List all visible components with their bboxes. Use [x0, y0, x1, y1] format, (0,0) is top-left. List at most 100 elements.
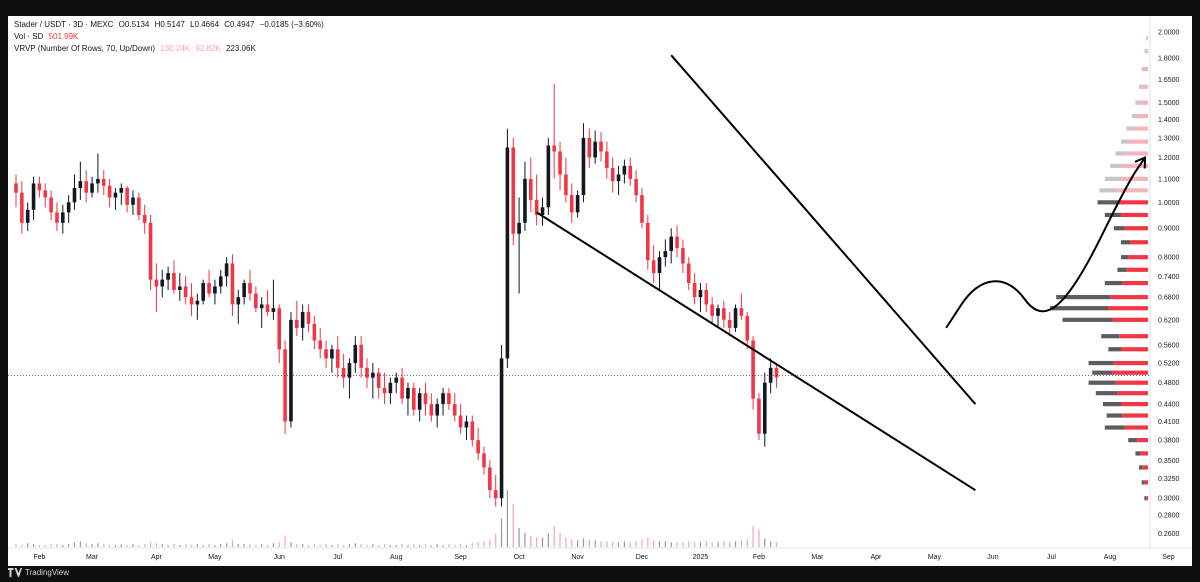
- volume-bar: [284, 535, 286, 547]
- candle-body: [330, 349, 334, 359]
- time-axis[interactable]: Feb Mar Apr May Jun Jul Aug Sep Oct Nov Dec 2025 Feb…: [8, 547, 1192, 561]
- candle-body: [669, 236, 673, 252]
- candle-body: [49, 197, 53, 213]
- volume-indicator-value: 501.99K: [48, 32, 79, 41]
- candle-body: [142, 214, 147, 223]
- vrvp-down-bar: [1110, 295, 1148, 300]
- volume-bar: [237, 544, 239, 547]
- candle-body: [25, 209, 30, 223]
- price-tick-label: 0.2800: [1158, 513, 1180, 520]
- candle: [523, 161, 527, 231]
- candle: [511, 137, 516, 246]
- volume-bar: [348, 544, 351, 547]
- time-tick-label: May: [928, 554, 942, 561]
- volume-bar: [389, 545, 391, 547]
- candle-body: [745, 315, 750, 341]
- candle: [458, 404, 463, 434]
- candle: [400, 367, 404, 405]
- volume-bar: [27, 543, 29, 547]
- ohlc-high: H0.5147: [154, 20, 185, 29]
- candle-body: [31, 183, 36, 210]
- vrvp-up-bar: [1099, 188, 1118, 193]
- volume-profile: [1049, 36, 1148, 501]
- volume-bar: [372, 544, 374, 547]
- tradingview-logo-icon[interactable]: [8, 568, 22, 578]
- candle-body: [733, 308, 738, 328]
- chart-panel[interactable]: 0.494710:52:42 2.0000 1.8000 1.6500 1.5000 1…: [8, 16, 1192, 566]
- brand-name[interactable]: TradingView: [25, 568, 70, 577]
- price-axis[interactable]: 2.0000 1.8000 1.6500 1.5000 1.4000 1.3000 1.20…: [1149, 16, 1192, 566]
- price-tick-label: 0.3250: [1158, 476, 1180, 483]
- volume-bar: [617, 542, 620, 547]
- candle: [277, 304, 282, 364]
- vrvp-down-bar: [1130, 240, 1148, 245]
- candle-body: [78, 181, 83, 189]
- price-tick-label: 0.6800: [1158, 295, 1180, 302]
- vrvp-down-bar: [1126, 267, 1148, 272]
- volume-bar: [577, 540, 579, 547]
- price-tick-label: 1.5000: [1158, 100, 1180, 107]
- candle: [113, 188, 118, 210]
- volume-bar: [512, 504, 514, 547]
- volume-bar: [612, 542, 614, 547]
- volume-bar: [764, 538, 766, 547]
- candle: [300, 304, 305, 341]
- candle: [195, 293, 200, 320]
- candle: [757, 393, 761, 441]
- vrvp-up-bar: [1115, 151, 1127, 156]
- volume-bar: [471, 543, 473, 547]
- candle: [610, 157, 615, 193]
- volume-bar: [32, 544, 35, 547]
- price-tick-label: 0.6200: [1158, 317, 1180, 324]
- vrvp-up-bar: [1095, 391, 1118, 396]
- volume-bar: [50, 544, 52, 547]
- price-tick-label: 0.5200: [1158, 361, 1180, 368]
- candle: [236, 289, 241, 324]
- volume-bar: [278, 542, 280, 547]
- candle-body: [552, 145, 556, 152]
- candle: [335, 336, 340, 378]
- symbol-title[interactable]: Stader / USDT · 3D · MEXC: [14, 20, 114, 29]
- vrvp-down-bar: [1126, 151, 1148, 156]
- candle-body: [622, 165, 627, 175]
- candle-body: [201, 283, 205, 301]
- vrvp-down-bar: [1124, 425, 1148, 430]
- vrvp-up-bar: [1056, 295, 1111, 300]
- candle: [61, 204, 65, 234]
- price-chart[interactable]: 0.494710:52:42 2.0000 1.8000 1.6500 1.5000 1…: [8, 16, 1192, 566]
- time-tick-label: Jun: [274, 554, 285, 561]
- volume-bar: [272, 543, 274, 547]
- vrvp-down-bar: [1122, 163, 1148, 168]
- candle-body: [628, 165, 633, 179]
- time-tick-label: May: [208, 554, 222, 561]
- volume-bar: [354, 543, 356, 547]
- candle: [248, 269, 252, 301]
- candle-body: [84, 181, 88, 193]
- candle-body: [716, 308, 720, 316]
- time-tick-label: Mar: [86, 554, 99, 561]
- vrvp-indicator-label[interactable]: VRVP (Number Of Rows, 70, Up/Down): [14, 44, 156, 53]
- candle: [376, 367, 381, 399]
- candle: [727, 312, 732, 337]
- volume-bar: [68, 544, 70, 547]
- candle-body: [605, 151, 609, 168]
- candle: [569, 183, 574, 223]
- vrvp-up-bar: [1088, 360, 1114, 366]
- volume-bar: [500, 518, 503, 547]
- candle: [564, 157, 568, 203]
- volume-indicator-label[interactable]: Vol · SD: [14, 32, 44, 41]
- time-tick-label: Jun: [987, 554, 998, 561]
- candle-body: [61, 212, 65, 223]
- volume-bar: [132, 544, 134, 547]
- candle-body: [634, 178, 638, 196]
- candle: [172, 260, 176, 294]
- candle-body: [406, 387, 410, 399]
- volume-bar: [553, 526, 555, 547]
- price-tick-label: 0.4400: [1158, 402, 1180, 409]
- candle: [148, 214, 153, 290]
- candle-body: [517, 222, 521, 234]
- volume-bar: [547, 533, 549, 547]
- vrvp-down-bar: [1139, 100, 1148, 105]
- candle-body: [335, 349, 340, 368]
- volume-bar: [214, 545, 216, 547]
